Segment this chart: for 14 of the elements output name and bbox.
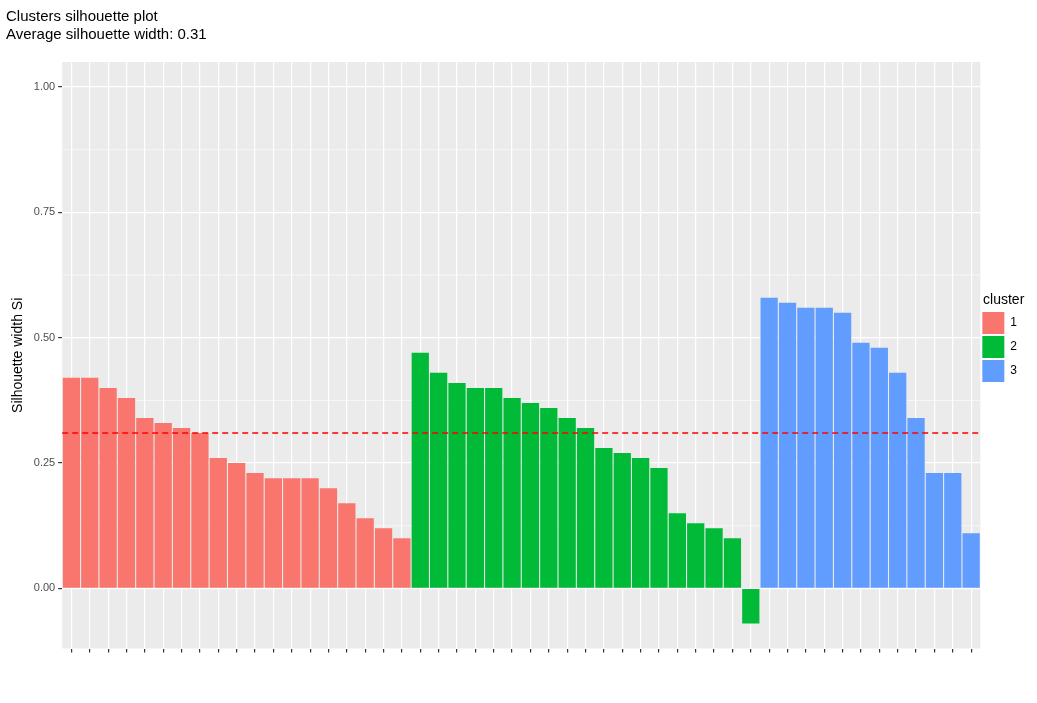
bar: [962, 533, 980, 588]
legend-title: cluster: [983, 290, 1025, 307]
y-tick-label: 0.25: [33, 456, 56, 469]
bar: [742, 589, 760, 624]
chart-subtitle: Average silhouette width: 0.31: [6, 25, 207, 43]
y-tick-label: 0.75: [33, 205, 56, 218]
legend-label: 1: [1010, 315, 1018, 330]
y-tick-label: 1.00: [33, 80, 56, 93]
chart-title: Clusters silhouette plot: [6, 7, 159, 25]
legend-label: 2: [1010, 339, 1018, 354]
y-axis-title: Silhouette width Si: [9, 297, 26, 413]
y-tick-label: 0.00: [33, 581, 56, 594]
y-tick-label: 0.50: [33, 330, 56, 343]
legend-label: 3: [1010, 363, 1018, 378]
